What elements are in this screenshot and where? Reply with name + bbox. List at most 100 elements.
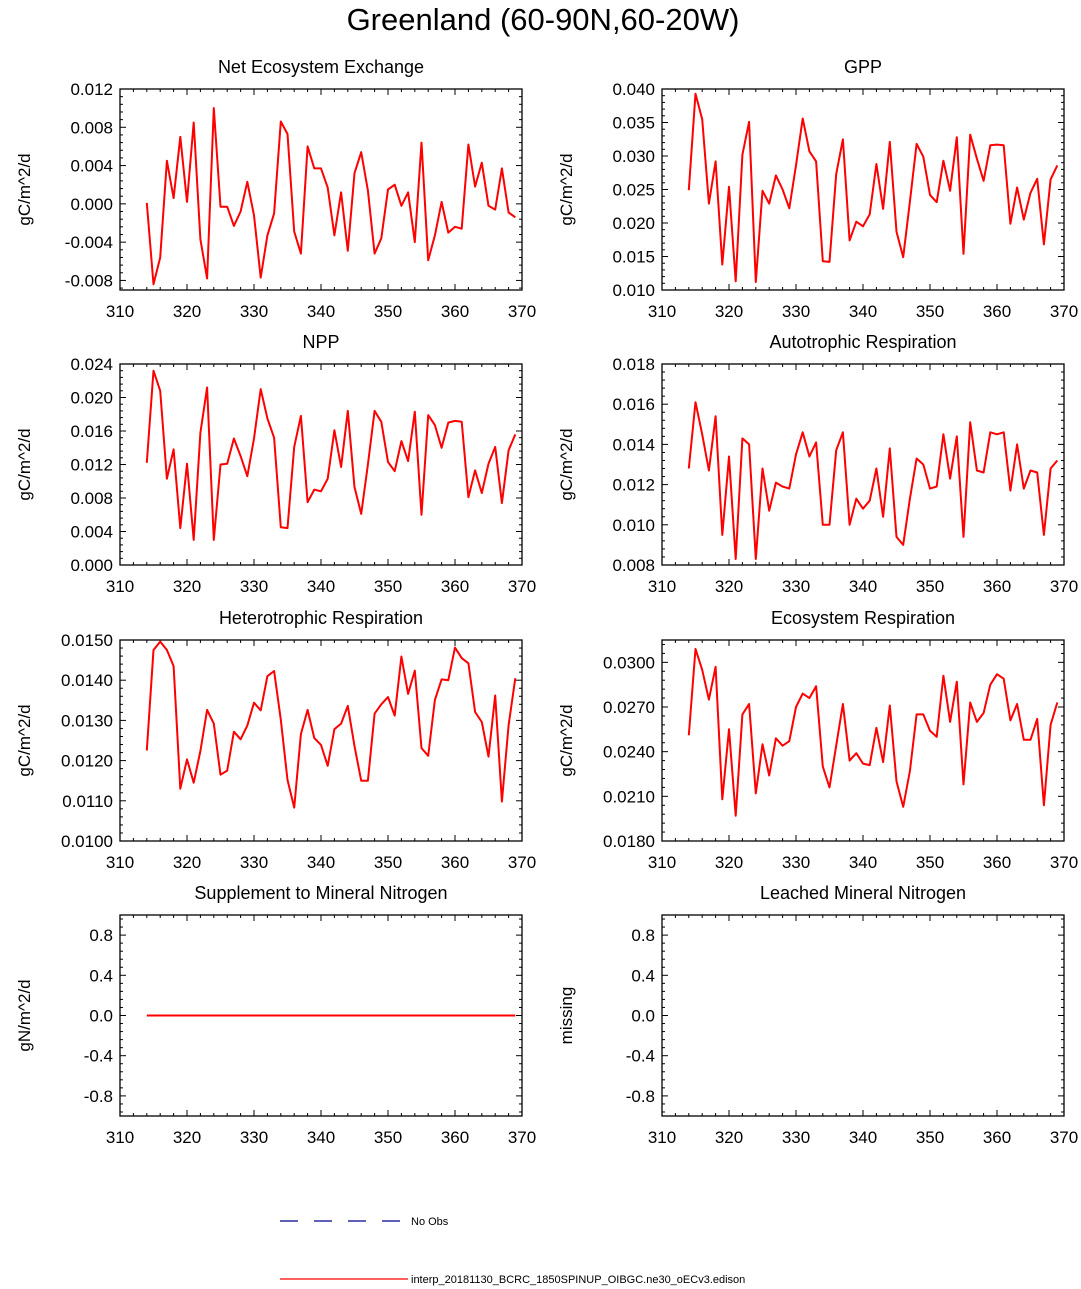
panel-title: Autotrophic Respiration bbox=[769, 332, 956, 352]
y-tick-label: 0.0180 bbox=[603, 832, 655, 851]
x-tick-label: 340 bbox=[849, 577, 877, 596]
plot-frame bbox=[119, 88, 523, 291]
panel-title: NPP bbox=[302, 332, 339, 352]
x-tick-label: 370 bbox=[508, 302, 536, 321]
x-tick-label: 330 bbox=[782, 853, 810, 872]
y-tick-label: 0.010 bbox=[612, 516, 655, 535]
y-tick-label: 0.016 bbox=[612, 395, 655, 414]
panel-3: Autotrophic Respiration gC/m^2/d 310 320 330… bbox=[557, 332, 1078, 596]
panel-title: Heterotrophic Respiration bbox=[219, 608, 423, 628]
panel-title: Supplement to Mineral Nitrogen bbox=[194, 883, 447, 903]
y-tick-label: 0.020 bbox=[612, 214, 655, 233]
y-tick-label: -0.8 bbox=[626, 1087, 655, 1106]
y-axis-label: missing bbox=[557, 987, 576, 1045]
x-tick-label: 350 bbox=[916, 853, 944, 872]
plot-frame bbox=[661, 914, 1065, 1117]
x-tick-label: 370 bbox=[1050, 1128, 1078, 1147]
series-line bbox=[145, 107, 516, 286]
x-tick-label: 340 bbox=[849, 1128, 877, 1147]
x-tick-label: 330 bbox=[240, 577, 268, 596]
x-tick-label: 360 bbox=[441, 1128, 469, 1147]
y-tick-label: 0.016 bbox=[70, 422, 113, 441]
y-tick-label: -0.4 bbox=[626, 1047, 655, 1066]
y-tick-label: 0.035 bbox=[612, 114, 655, 133]
series-line bbox=[145, 369, 517, 541]
x-tick-label: 370 bbox=[1050, 302, 1078, 321]
x-tick-label: 340 bbox=[307, 302, 335, 321]
y-tick-label: 0.0140 bbox=[61, 671, 113, 690]
y-tick-label: 0.020 bbox=[70, 389, 113, 408]
x-tick-label: 370 bbox=[1050, 577, 1078, 596]
panels-group: Net Ecosystem Exchange gC/m^2/d 310 320 330 3… bbox=[15, 57, 1078, 1147]
panel-7: Leached Mineral Nitrogen missing 310 320 330… bbox=[557, 883, 1078, 1147]
plot-frame bbox=[661, 639, 1065, 842]
x-tick-label: 320 bbox=[173, 1128, 201, 1147]
y-tick-label: -0.8 bbox=[84, 1087, 113, 1106]
panel-6: Supplement to Mineral Nitrogen gN/m^2/d 31… bbox=[15, 883, 536, 1147]
panel-title: Ecosystem Respiration bbox=[771, 608, 955, 628]
x-tick-label: 350 bbox=[374, 1128, 402, 1147]
x-tick-label: 360 bbox=[983, 302, 1011, 321]
x-tick-label: 360 bbox=[441, 853, 469, 872]
panel-4: Heterotrophic Respiration gC/m^2/d 310 320 3… bbox=[15, 608, 536, 872]
x-tick-label: 360 bbox=[983, 577, 1011, 596]
x-tick-label: 320 bbox=[715, 577, 743, 596]
x-tick-label: 350 bbox=[916, 302, 944, 321]
x-tick-label: 310 bbox=[648, 577, 676, 596]
x-tick-label: 310 bbox=[106, 302, 134, 321]
y-tick-label: 0.004 bbox=[70, 523, 113, 542]
x-tick-label: 340 bbox=[307, 853, 335, 872]
y-tick-label: 0.018 bbox=[612, 355, 655, 374]
x-tick-label: 340 bbox=[307, 1128, 335, 1147]
x-tick-label: 330 bbox=[240, 1128, 268, 1147]
y-axis-label: gC/m^2/d bbox=[15, 428, 34, 500]
y-tick-label: 0.8 bbox=[89, 926, 113, 945]
y-tick-label: 0.0300 bbox=[603, 653, 655, 672]
x-tick-label: 320 bbox=[715, 1128, 743, 1147]
y-tick-label: 0.030 bbox=[612, 147, 655, 166]
y-tick-label: -0.004 bbox=[65, 233, 113, 252]
y-tick-label: 0.004 bbox=[70, 157, 113, 176]
x-tick-label: 350 bbox=[374, 302, 402, 321]
y-tick-label: 0.0120 bbox=[61, 752, 113, 771]
figure-title: Greenland (60-90N,60-20W) bbox=[347, 2, 740, 37]
y-tick-label: 0.040 bbox=[612, 80, 655, 99]
plot-frame bbox=[119, 639, 523, 842]
y-tick-label: 0.4 bbox=[631, 966, 655, 985]
y-tick-label: 0.008 bbox=[612, 556, 655, 575]
y-tick-label: 0.8 bbox=[631, 926, 655, 945]
y-tick-label: 0.0 bbox=[89, 1007, 113, 1026]
x-tick-label: 310 bbox=[106, 577, 134, 596]
x-tick-label: 350 bbox=[374, 577, 402, 596]
x-tick-label: 330 bbox=[782, 302, 810, 321]
y-tick-label: 0.012 bbox=[70, 80, 113, 99]
legend-label-model: interp_20181130_BCRC_1850SPINUP_OIBGC.ne… bbox=[411, 1274, 745, 1286]
x-tick-label: 350 bbox=[916, 577, 944, 596]
legend-label-no-obs: No Obs bbox=[411, 1216, 449, 1228]
x-tick-label: 340 bbox=[307, 577, 335, 596]
y-tick-label: 0.0240 bbox=[603, 743, 655, 762]
y-tick-label: 0.0150 bbox=[61, 631, 113, 650]
y-tick-label: 0.0210 bbox=[603, 787, 655, 806]
x-tick-label: 330 bbox=[240, 302, 268, 321]
plot-frame bbox=[119, 363, 523, 566]
x-tick-label: 320 bbox=[173, 302, 201, 321]
x-tick-label: 310 bbox=[106, 1128, 134, 1147]
x-tick-label: 370 bbox=[508, 853, 536, 872]
y-tick-label: 0.010 bbox=[612, 281, 655, 300]
x-tick-label: 340 bbox=[849, 853, 877, 872]
y-tick-label: 0.0100 bbox=[61, 832, 113, 851]
y-tick-label: 0.012 bbox=[70, 456, 113, 475]
x-tick-label: 330 bbox=[240, 853, 268, 872]
x-tick-label: 360 bbox=[983, 1128, 1011, 1147]
y-axis-label: gN/m^2/d bbox=[15, 979, 34, 1051]
y-axis-label: gC/m^2/d bbox=[557, 428, 576, 500]
series-line bbox=[687, 401, 1059, 560]
x-tick-label: 350 bbox=[374, 853, 402, 872]
y-tick-label: -0.4 bbox=[84, 1047, 113, 1066]
x-tick-label: 320 bbox=[173, 577, 201, 596]
legend: No Obs interp_20181130_BCRC_1850SPINUP_O… bbox=[280, 1216, 745, 1286]
x-tick-label: 360 bbox=[983, 853, 1011, 872]
y-axis-label: gC/m^2/d bbox=[15, 153, 34, 225]
panel-0: Net Ecosystem Exchange gC/m^2/d 310 320 330 3… bbox=[15, 57, 536, 321]
